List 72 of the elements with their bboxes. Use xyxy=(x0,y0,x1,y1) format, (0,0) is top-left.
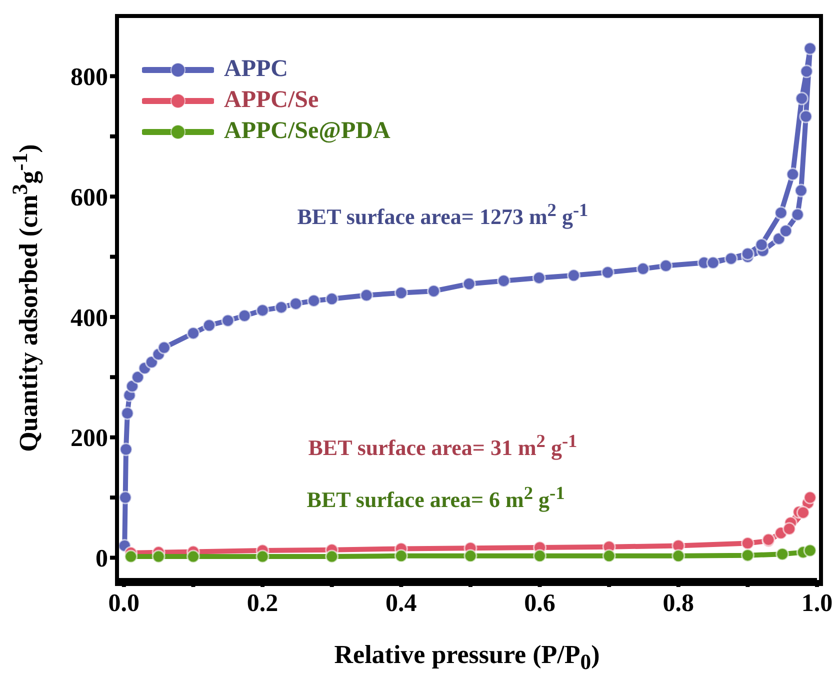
point xyxy=(776,547,790,561)
point xyxy=(786,168,800,182)
point xyxy=(636,262,650,276)
point xyxy=(238,309,252,323)
point xyxy=(496,274,510,288)
x-tick-label: 0.6 xyxy=(524,590,556,617)
point xyxy=(799,110,813,124)
x-tick-label: 0.0 xyxy=(108,590,140,617)
y-tick-label: 600 xyxy=(70,184,108,212)
point xyxy=(202,318,216,332)
point xyxy=(256,304,270,318)
point xyxy=(706,256,720,270)
point xyxy=(464,549,478,563)
point xyxy=(803,544,817,558)
point xyxy=(462,277,476,291)
point xyxy=(566,268,580,282)
point xyxy=(221,314,235,328)
point xyxy=(803,42,817,56)
point xyxy=(532,271,546,285)
point xyxy=(659,259,673,273)
point xyxy=(289,296,303,310)
point xyxy=(602,549,616,563)
annotation: BET surface area= 6 m$^{2}$ g$^{-1}$ xyxy=(306,482,565,513)
point xyxy=(186,326,200,340)
point xyxy=(124,550,138,564)
point xyxy=(394,549,408,563)
point xyxy=(754,238,768,252)
y-tick-label: 400 xyxy=(70,304,108,332)
point xyxy=(307,294,321,308)
point xyxy=(533,549,547,563)
x-tick-label: 0.4 xyxy=(386,590,418,617)
x-tick-label: 0.2 xyxy=(246,590,278,617)
point xyxy=(360,288,374,302)
point xyxy=(672,549,686,563)
point xyxy=(740,536,754,550)
point xyxy=(119,442,133,456)
legend-label: APPC/Se@PDA xyxy=(224,118,390,145)
point xyxy=(795,92,809,106)
x-tick-label: 0.8 xyxy=(662,590,694,617)
y-tick-label: 0 xyxy=(96,546,108,573)
point xyxy=(325,292,339,306)
point xyxy=(157,340,171,354)
point xyxy=(790,208,804,222)
point xyxy=(186,550,200,564)
y-tick-label: 800 xyxy=(70,64,108,92)
point xyxy=(426,284,440,298)
point xyxy=(800,64,814,78)
y-tick-label: 200 xyxy=(70,425,108,452)
point xyxy=(740,548,754,562)
point xyxy=(724,252,738,266)
point xyxy=(325,550,339,564)
point xyxy=(796,506,810,520)
point xyxy=(803,490,817,504)
annotation: BET surface area= 31 m$^{2}$ g$^{-1}$ xyxy=(308,431,578,462)
point xyxy=(794,184,808,198)
point xyxy=(118,490,132,504)
point xyxy=(131,370,145,384)
legend-label: APPC/Se xyxy=(224,87,319,114)
point xyxy=(274,300,288,314)
point xyxy=(782,522,796,536)
point xyxy=(120,406,134,420)
point xyxy=(600,266,614,280)
x-tick-label: 1.0 xyxy=(801,590,833,617)
x-axis-title: Relative pressure (P/P$_{0}$) xyxy=(334,640,600,676)
point xyxy=(774,206,788,220)
point xyxy=(779,224,793,238)
point xyxy=(740,247,754,261)
legend-label: APPC xyxy=(224,56,288,83)
point xyxy=(152,550,166,564)
point xyxy=(256,550,270,564)
annotation: BET surface area= 1273 m$^{2}$ g$^{-1}$ xyxy=(297,199,588,230)
point xyxy=(394,286,408,300)
